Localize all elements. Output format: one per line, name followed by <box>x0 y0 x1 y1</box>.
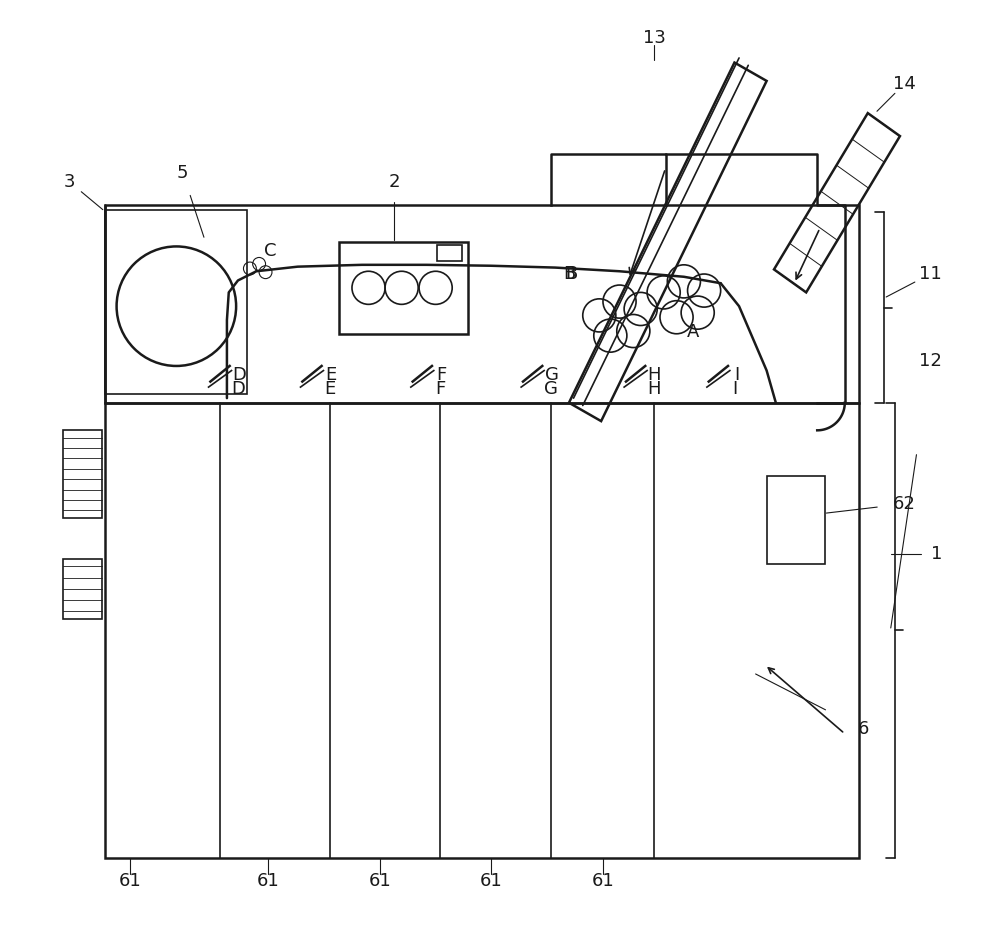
Text: G: G <box>545 366 558 384</box>
Text: 14: 14 <box>893 75 916 92</box>
Text: 12: 12 <box>919 352 942 370</box>
Text: H: H <box>648 366 661 384</box>
Text: E: E <box>324 380 336 398</box>
Text: 3: 3 <box>64 173 75 191</box>
Text: 61: 61 <box>479 872 502 890</box>
Text: 62: 62 <box>893 495 916 512</box>
Text: 5: 5 <box>177 164 189 182</box>
Text: 61: 61 <box>257 872 280 890</box>
Text: F: F <box>435 380 445 398</box>
Bar <box>105 210 247 393</box>
Bar <box>105 205 859 402</box>
Text: E: E <box>325 366 336 384</box>
Text: 6: 6 <box>857 721 869 738</box>
Bar <box>63 559 102 619</box>
Text: 2: 2 <box>389 173 400 191</box>
Text: A: A <box>687 323 699 341</box>
Text: I: I <box>732 380 737 398</box>
Text: B: B <box>566 265 578 283</box>
Text: D: D <box>232 366 246 384</box>
Text: 61: 61 <box>369 872 392 890</box>
Bar <box>767 476 825 563</box>
Text: C: C <box>264 242 276 260</box>
Bar <box>339 241 468 334</box>
Text: 1: 1 <box>931 546 942 563</box>
Bar <box>437 244 462 261</box>
Text: 61: 61 <box>119 872 142 890</box>
Bar <box>105 402 859 857</box>
Text: H: H <box>648 380 661 398</box>
Text: 61: 61 <box>592 872 614 890</box>
Text: 11: 11 <box>919 265 942 283</box>
Text: D: D <box>231 380 245 398</box>
Text: F: F <box>436 366 446 384</box>
Bar <box>63 430 102 518</box>
Text: B: B <box>563 265 575 283</box>
Text: 13: 13 <box>643 29 666 47</box>
Text: G: G <box>544 380 558 398</box>
Text: I: I <box>735 366 740 384</box>
